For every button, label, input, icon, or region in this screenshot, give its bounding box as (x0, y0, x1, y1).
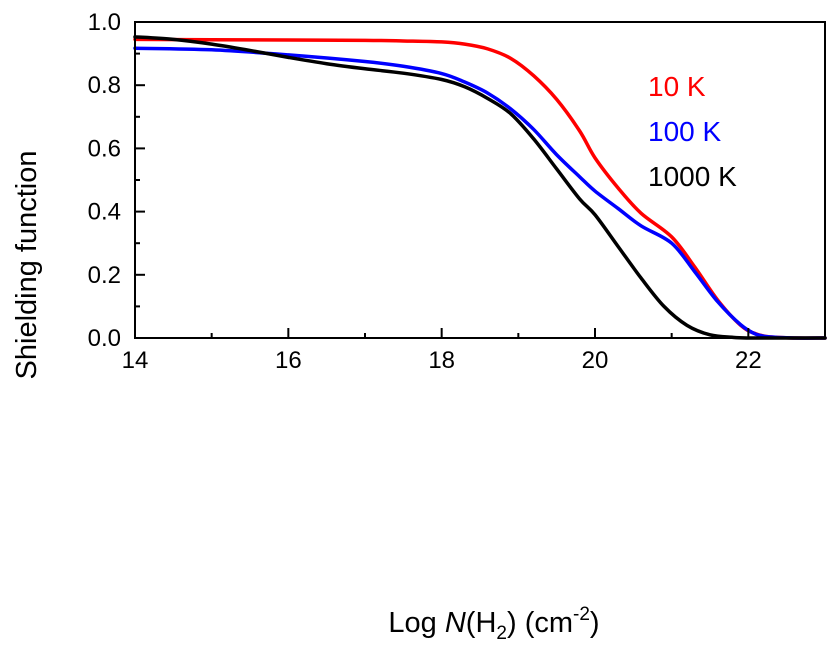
x-tick-label: 16 (275, 347, 302, 374)
x-tick-label: 20 (582, 347, 609, 374)
x-axis-title-sup: -2 (573, 604, 590, 625)
y-axis-title: Shielding function (11, 151, 43, 380)
x-axis-title-italic: N (445, 607, 466, 639)
y-axis: 0.0 0.2 0.4 0.6 0.8 1.0 (88, 9, 145, 352)
x-tick-label: 18 (428, 347, 455, 374)
y-tick-label: 0.8 (88, 72, 121, 99)
x-tick-label: 14 (122, 347, 149, 374)
x-axis-title-end: ) (590, 607, 600, 639)
legend: 10 K 100 K 1000 K (648, 71, 737, 192)
x-axis-title-mid: (H (466, 607, 497, 639)
y-tick-label: 0.0 (88, 325, 121, 352)
series-line-1 (133, 46, 827, 340)
series-line-2 (133, 35, 827, 340)
x-axis-title: Log N(H2) (cm-2) (388, 604, 599, 644)
legend-label-0: 10 K (648, 71, 706, 102)
y-tick-label: 0.2 (88, 262, 121, 289)
y-tick-label: 1.0 (88, 9, 121, 36)
y-tick-label: 0.6 (88, 135, 121, 162)
x-axis-title-prefix: Log (388, 607, 444, 639)
legend-label-2: 1000 K (648, 161, 737, 192)
legend-label-1: 100 K (648, 116, 721, 147)
series-lines (133, 35, 827, 340)
x-axis: 14 16 18 20 22 (122, 328, 826, 374)
y-tick-label: 0.4 (88, 199, 121, 226)
x-tick-label: 22 (735, 347, 762, 374)
x-axis-title-after: ) (cm (507, 607, 573, 639)
x-axis-title-sub: 2 (496, 623, 507, 644)
